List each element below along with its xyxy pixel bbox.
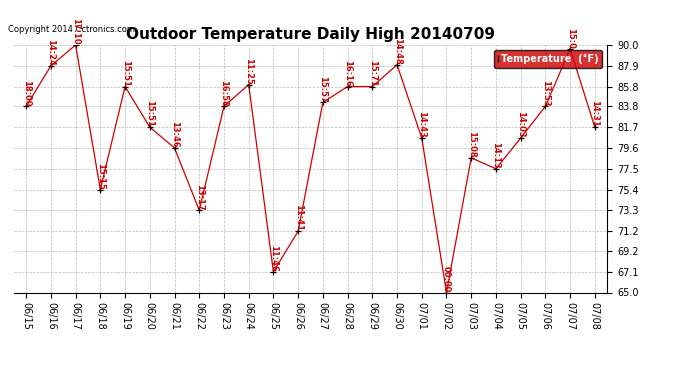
Text: 15:15: 15:15	[96, 163, 105, 189]
Legend: Temperature  (°F): Temperature (°F)	[494, 50, 602, 68]
Text: 14:48: 14:48	[393, 38, 402, 65]
Text: 15:0: 15:0	[566, 28, 575, 49]
Text: 15:08: 15:08	[466, 131, 475, 158]
Text: 14:13: 14:13	[491, 142, 500, 169]
Text: 18:00: 18:00	[21, 80, 30, 106]
Text: 15:57: 15:57	[318, 76, 327, 102]
Text: 15:71: 15:71	[368, 60, 377, 87]
Text: 00:00: 00:00	[442, 266, 451, 292]
Text: 14:43: 14:43	[417, 111, 426, 138]
Text: 13:46: 13:46	[170, 121, 179, 148]
Title: Outdoor Temperature Daily High 20140709: Outdoor Temperature Daily High 20140709	[126, 27, 495, 42]
Text: 14:24: 14:24	[46, 39, 55, 66]
Text: 17:10: 17:10	[71, 18, 80, 45]
Text: 16:58: 16:58	[219, 80, 228, 106]
Text: 14:03: 14:03	[516, 111, 525, 138]
Text: 11:41: 11:41	[294, 204, 303, 231]
Text: 11:46: 11:46	[269, 245, 278, 272]
Text: 13:53: 13:53	[541, 80, 550, 106]
Text: 15:51: 15:51	[146, 100, 155, 127]
Text: Copyright 2014 Cctronics.com: Copyright 2014 Cctronics.com	[8, 25, 135, 34]
Text: 13:17: 13:17	[195, 184, 204, 210]
Text: 14:31: 14:31	[591, 100, 600, 127]
Text: 16:16: 16:16	[343, 60, 352, 87]
Text: 11:25: 11:25	[244, 58, 253, 85]
Text: 15:51: 15:51	[121, 60, 130, 87]
